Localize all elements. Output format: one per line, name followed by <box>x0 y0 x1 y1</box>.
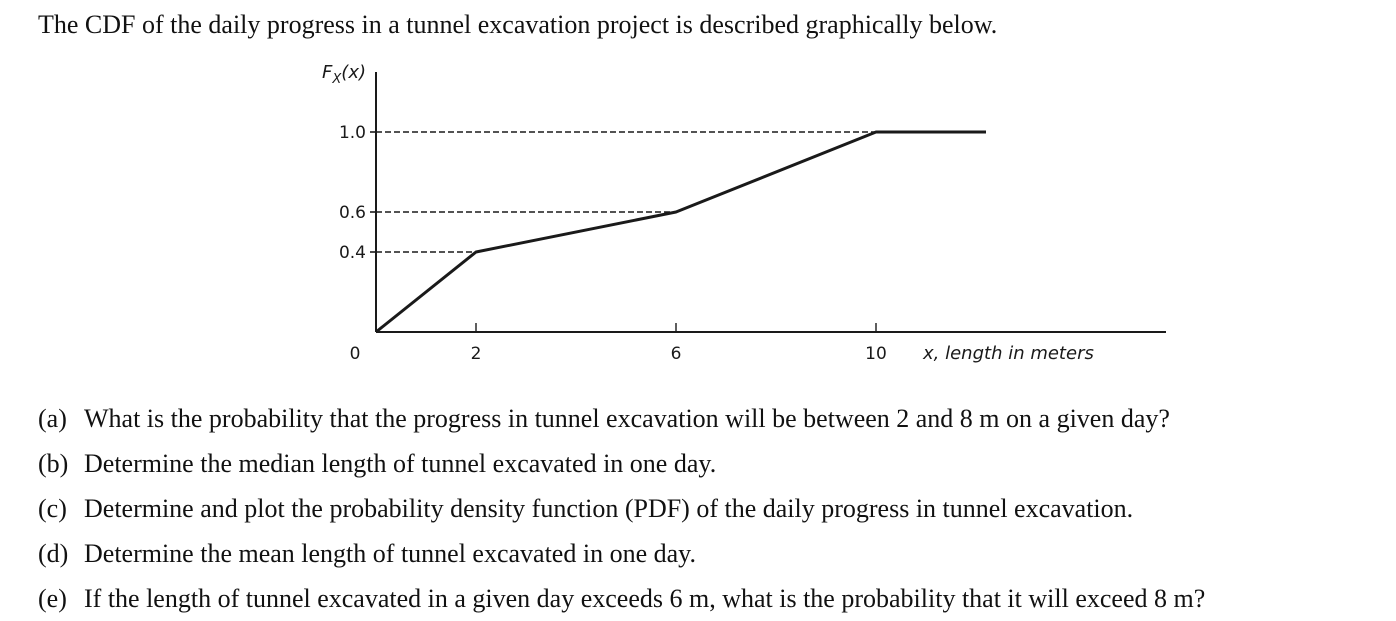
question-marker: (d) <box>38 539 69 568</box>
question-item: (e) If the length of tunnel excavated in … <box>38 576 1205 621</box>
y-axis-ticks: 0.4 0.6 1.0 <box>339 123 376 263</box>
x-tick-label: 0 <box>350 344 361 364</box>
question-item: (a) What is the probability that the prog… <box>38 396 1205 441</box>
question-text: What is the probability that the progres… <box>84 404 1170 433</box>
question-marker: (e) <box>38 584 67 613</box>
y-tick-label: 0.4 <box>339 243 366 263</box>
question-item: (b) Determine the median length of tunnel… <box>38 441 1205 486</box>
y-tick-label: 1.0 <box>339 123 366 143</box>
question-text: Determine and plot the probability densi… <box>84 494 1134 523</box>
y-axis-label-base: F <box>322 62 333 83</box>
question-text: If the length of tunnel excavated in a g… <box>84 584 1206 613</box>
x-axis-label: x, length in meters <box>922 343 1094 364</box>
x-tick-label: 2 <box>471 344 482 364</box>
question-item: (c) Determine and plot the probability de… <box>38 486 1205 531</box>
problem-statement: The CDF of the daily progress in a tunne… <box>38 10 998 39</box>
dashed-guides <box>376 131 876 253</box>
question-list: (a) What is the probability that the prog… <box>38 396 1205 621</box>
cdf-series-line <box>375 130 986 334</box>
x-tick-label: 10 <box>865 344 887 364</box>
y-tick-label: 0.6 <box>339 203 366 223</box>
question-marker: (a) <box>38 404 67 433</box>
x-axis-ticks: 0 2 6 10 <box>350 323 887 364</box>
question-item: (d) Determine the mean length of tunnel e… <box>38 531 1205 576</box>
question-marker: (c) <box>38 494 67 523</box>
question-marker: (b) <box>38 449 69 478</box>
y-axis-label-arg: (x) <box>341 62 366 83</box>
cdf-chart: 0.4 0.6 1.0 0 2 6 10 FX(x) x, length in meter… <box>322 62 1166 364</box>
question-text: Determine the median length of tunnel ex… <box>84 449 717 478</box>
y-axis-label: FX(x) <box>322 62 366 87</box>
x-tick-label: 6 <box>671 344 682 364</box>
question-text: Determine the mean length of tunnel exca… <box>84 539 696 568</box>
y-axis-label-sub: X <box>331 72 342 87</box>
